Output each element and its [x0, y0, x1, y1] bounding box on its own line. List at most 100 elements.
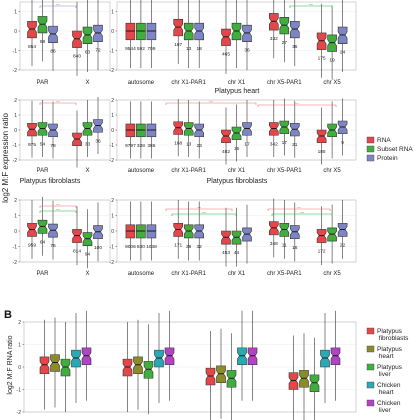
- count-label: 854: [28, 44, 36, 50]
- box: [247, 310, 258, 401]
- box: [82, 100, 93, 157]
- legend-swatch: [366, 363, 375, 371]
- y-tick-label: -1: [13, 48, 18, 54]
- bracket-line: [289, 5, 333, 8]
- box-body: [48, 25, 58, 43]
- y-tick-label: 0: [14, 128, 17, 134]
- x-tick-label: chr X5: [323, 168, 341, 174]
- count-label: 69: [40, 39, 46, 45]
- box-body: [242, 24, 252, 43]
- box: [231, 104, 242, 162]
- bracket-asterisk: [309, 4, 311, 6]
- y-tick-label: -2: [13, 68, 18, 74]
- box: [242, 204, 252, 264]
- box: [37, 0, 48, 62]
- legend-item: Subset RNA: [366, 145, 413, 153]
- count-label: 453: [222, 250, 230, 256]
- legend-label: Platypus heart: [377, 346, 403, 360]
- box-body: [27, 20, 37, 39]
- count-label: 22: [340, 242, 346, 248]
- count-label: 830: [137, 244, 145, 250]
- box: [27, 0, 37, 67]
- count-label: 19: [329, 57, 335, 63]
- box: [290, 100, 300, 158]
- legend-item: Platypus liver: [366, 363, 403, 378]
- y-tick-label: 0: [111, 229, 114, 235]
- box: [82, 209, 93, 269]
- box-body: [316, 32, 327, 50]
- bracket-asterisk: [199, 207, 201, 209]
- count-label: 78: [50, 143, 56, 149]
- box: [146, 201, 157, 261]
- panel-a-row: -2 -1 0 1 2 PAR 975 54 78 X 33 36 -2 -1 0 1 2 autosome 979…: [13, 97, 357, 185]
- significance-bracket: [257, 103, 337, 107]
- bracket-line: [257, 104, 337, 107]
- y-tick-label: -1: [13, 143, 18, 149]
- box-body: [50, 354, 60, 372]
- legend-label: Chicken heart: [377, 382, 401, 396]
- count-label: 29: [186, 244, 192, 250]
- count-label: 1038: [146, 244, 157, 250]
- right-plot: -2-1012autosome9544592709chr X1-PAR11871…: [110, 0, 357, 86]
- x-tick-label: autosome: [128, 80, 155, 86]
- box-body: [122, 358, 133, 377]
- bracket-asterisk: [302, 212, 304, 214]
- x-tick-label: autosome: [128, 168, 155, 174]
- box: [316, 206, 327, 266]
- legend-swatch: [366, 381, 375, 389]
- box: [39, 319, 50, 410]
- bracket-asterisk: [311, 4, 313, 6]
- bracket-line: [39, 5, 77, 8]
- row-title-right: Platypus fibroblasts: [207, 178, 268, 185]
- box-body: [221, 28, 231, 46]
- legend-swatch: [366, 345, 375, 353]
- significance-bracket: [171, 212, 237, 216]
- legend-label: Platypus liver: [377, 364, 403, 378]
- y-tick-label: 1: [111, 113, 114, 119]
- count-label: 171: [174, 242, 182, 248]
- legend-label: Chicken liver: [377, 400, 401, 414]
- count-label: 32: [197, 244, 203, 250]
- count-label: 23: [197, 143, 203, 149]
- y-tick-label: -2: [110, 158, 115, 164]
- x-tick-label: chr X5: [323, 271, 341, 277]
- right-plot: -2 -1 0 1 2 autosome 9797 338 386 chr X1-PAR1 168 1…: [110, 98, 357, 174]
- count-label: 187: [174, 42, 182, 48]
- box: [50, 317, 60, 408]
- count-label: 11: [282, 242, 287, 248]
- box-body: [154, 349, 164, 368]
- y-tick-label: -1: [110, 143, 115, 149]
- box-body: [194, 22, 204, 41]
- box: [93, 0, 103, 70]
- legend-label: RNA: [377, 137, 391, 144]
- x-tick-label: PAR: [37, 80, 50, 86]
- panel-b-letter: B: [4, 309, 12, 321]
- count-label: 27: [282, 40, 288, 46]
- box-body: [72, 30, 82, 48]
- box-body: [205, 367, 216, 386]
- y-tick-label: 0: [18, 365, 21, 371]
- count-label: 44: [234, 250, 240, 256]
- box: [320, 313, 330, 403]
- row-title-right: Platypus heart: [215, 88, 260, 95]
- box-body: [279, 17, 290, 35]
- box-body: [143, 361, 154, 379]
- bracket-asterisk: [297, 103, 299, 105]
- box-body: [82, 26, 93, 44]
- count-label: 840: [73, 54, 81, 60]
- box: [279, 0, 290, 63]
- y-tick-label: -2: [13, 260, 18, 266]
- legend-a: RNA Subset RNA Protein: [366, 136, 413, 162]
- box-body: [309, 374, 320, 393]
- box: [221, 107, 231, 165]
- count-label: 100: [94, 245, 102, 251]
- count-label: 482: [222, 149, 230, 155]
- box: [27, 200, 37, 259]
- significance-bracket: [39, 209, 77, 213]
- box: [337, 200, 348, 259]
- box-body: [231, 22, 242, 41]
- box: [27, 100, 37, 158]
- count-label: 33: [85, 141, 91, 147]
